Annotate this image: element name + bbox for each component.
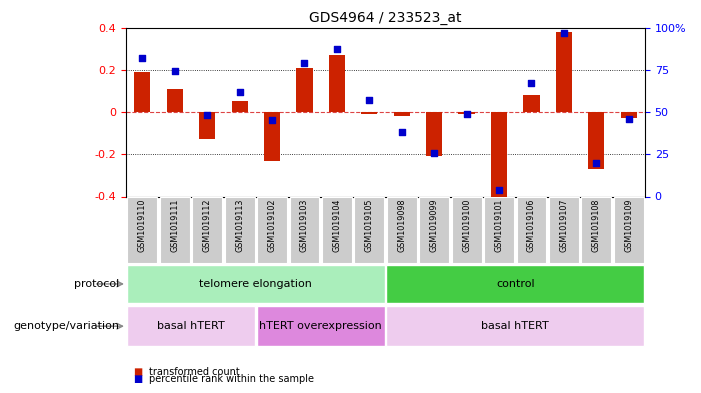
Text: GSM1019112: GSM1019112 <box>203 198 212 252</box>
Bar <box>426 112 442 156</box>
Point <box>169 68 180 75</box>
Text: GSM1019105: GSM1019105 <box>365 198 374 252</box>
Bar <box>322 196 352 263</box>
Text: GSM1019106: GSM1019106 <box>527 198 536 252</box>
Bar <box>329 55 345 112</box>
Bar <box>361 112 377 114</box>
Text: control: control <box>496 279 535 289</box>
Point <box>591 160 602 166</box>
Bar <box>355 196 384 263</box>
Point <box>428 149 440 156</box>
Bar <box>264 112 280 161</box>
Text: GSM1019104: GSM1019104 <box>332 198 341 252</box>
Text: GSM1019110: GSM1019110 <box>138 198 147 252</box>
Bar <box>588 112 604 169</box>
Bar <box>192 196 222 263</box>
Point <box>364 97 375 103</box>
Bar <box>386 265 644 303</box>
Bar <box>386 306 644 346</box>
Text: GSM1019101: GSM1019101 <box>494 198 503 252</box>
Point <box>396 129 407 136</box>
Text: hTERT overexpression: hTERT overexpression <box>259 321 382 331</box>
Bar <box>556 32 572 112</box>
Text: GSM1019109: GSM1019109 <box>624 198 633 252</box>
Bar <box>458 112 475 114</box>
Text: transformed count: transformed count <box>149 367 239 377</box>
Text: basal hTERT: basal hTERT <box>157 321 225 331</box>
Text: GSM1019111: GSM1019111 <box>170 198 179 252</box>
Title: GDS4964 / 233523_at: GDS4964 / 233523_at <box>309 11 462 25</box>
Point <box>558 29 569 36</box>
Bar <box>199 112 215 140</box>
Point <box>623 116 634 122</box>
Text: protocol: protocol <box>74 279 119 289</box>
Bar <box>620 112 637 118</box>
Bar <box>257 306 385 346</box>
Text: GSM1019099: GSM1019099 <box>430 198 439 252</box>
Bar <box>127 306 255 346</box>
Bar <box>484 196 514 263</box>
Text: GSM1019113: GSM1019113 <box>235 198 244 252</box>
Bar <box>290 196 320 263</box>
Bar <box>297 68 313 112</box>
Point <box>332 46 343 53</box>
Point <box>494 187 505 193</box>
Bar <box>167 89 183 112</box>
Bar <box>394 112 410 116</box>
Text: basal hTERT: basal hTERT <box>482 321 549 331</box>
Bar <box>160 196 190 263</box>
Text: GSM1019107: GSM1019107 <box>559 198 569 252</box>
Text: GSM1019100: GSM1019100 <box>462 198 471 252</box>
Text: percentile rank within the sample: percentile rank within the sample <box>149 374 313 384</box>
Bar <box>549 196 579 263</box>
Bar <box>517 196 546 263</box>
Text: GSM1019108: GSM1019108 <box>592 198 601 252</box>
Text: telomere elongation: telomere elongation <box>199 279 313 289</box>
Point <box>266 117 278 123</box>
Point <box>202 112 213 119</box>
Bar <box>419 196 449 263</box>
Bar <box>225 196 254 263</box>
Text: GSM1019102: GSM1019102 <box>268 198 277 252</box>
Bar <box>581 196 611 263</box>
Bar <box>451 196 482 263</box>
Text: genotype/variation: genotype/variation <box>13 321 119 331</box>
Text: ■: ■ <box>133 374 142 384</box>
Bar <box>387 196 416 263</box>
Bar <box>231 101 247 112</box>
Point <box>137 55 148 61</box>
Bar <box>135 72 151 112</box>
Point <box>461 110 472 117</box>
Point <box>299 60 310 66</box>
Bar <box>128 196 157 263</box>
Text: GSM1019103: GSM1019103 <box>300 198 309 252</box>
Bar <box>524 95 540 112</box>
Text: GSM1019098: GSM1019098 <box>397 198 407 252</box>
Bar <box>614 196 644 263</box>
Bar <box>127 265 385 303</box>
Bar <box>491 112 507 196</box>
Point <box>234 88 245 95</box>
Bar <box>257 196 287 263</box>
Point <box>526 80 537 86</box>
Text: ■: ■ <box>133 367 142 377</box>
